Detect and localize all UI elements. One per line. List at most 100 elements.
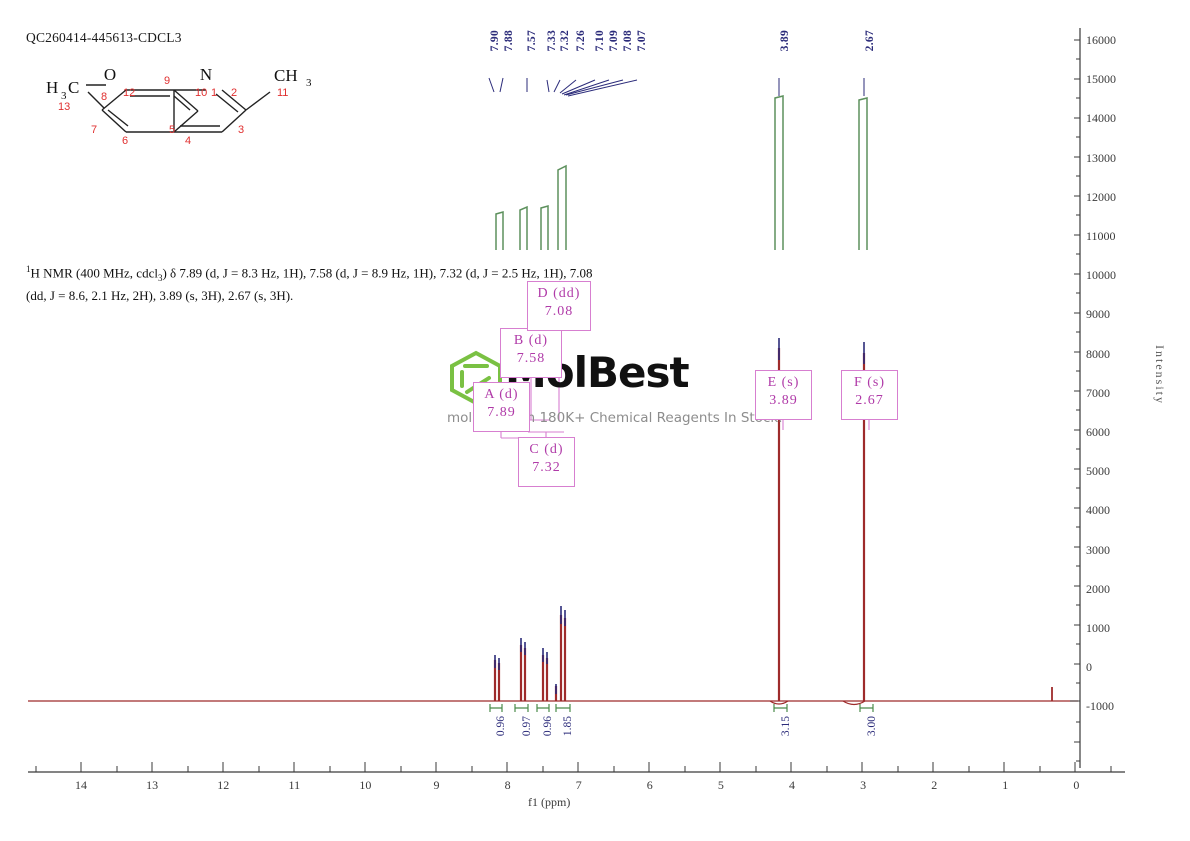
multiplet-label: A (d)	[484, 387, 519, 402]
integral-value-label: 0.96	[542, 716, 554, 737]
multiplet-label: F (s)	[853, 375, 886, 390]
y-axis-title: Intensity	[1153, 345, 1167, 405]
x-axis-tick-label: 3	[860, 778, 867, 792]
nmr-head: H NMR (400 MHz, cdcl	[30, 265, 158, 281]
x-axis-tick-label: 10	[359, 778, 372, 792]
structure-label-H3C: H	[46, 78, 58, 97]
multiplet-shift: 3.89	[769, 393, 798, 408]
svg-text:6: 6	[122, 135, 128, 147]
x-axis-ticks	[35, 762, 1112, 772]
y-axis-tick-label: 8000	[1086, 346, 1110, 361]
multiplet-box-c[interactable]: C (d) 7.32	[518, 437, 575, 487]
structure-atom-O: O	[104, 65, 116, 84]
svg-text:10: 10	[195, 87, 207, 99]
x-axis-tick-label: 2	[931, 778, 938, 792]
integral-value-label: 0.96	[495, 716, 507, 737]
y-axis-tick-label: 16000	[1086, 33, 1116, 47]
integral-value-label: 1.85	[562, 716, 574, 737]
multiplet-shift: 7.58	[516, 351, 546, 366]
multiplet-shift: 7.89	[487, 405, 516, 420]
svg-text:C: C	[68, 78, 79, 97]
peak-frequency-label: 7.26	[575, 30, 587, 52]
integral-curve-aromatic	[495, 164, 567, 250]
peak-frequency-label: 3.89	[779, 30, 791, 52]
x-axis-tick-label: 9	[433, 778, 440, 792]
x-axis-tick-label: 1	[1002, 778, 1009, 792]
svg-text:3: 3	[61, 90, 67, 102]
x-axis-tick-label: 5	[717, 778, 724, 792]
y-axis-tick-label: 9000	[1086, 307, 1110, 322]
structure-numbering: 9 10 1 2 11 12 8 13 7 6 5 4 3	[58, 75, 288, 147]
x-axis-title: f1 (ppm)	[528, 795, 571, 809]
x-axis-tick-label: 0	[1073, 778, 1080, 792]
x-axis-tick-label: 14	[75, 778, 87, 792]
multiplet-box-d[interactable]: D (dd) 7.08	[527, 281, 591, 331]
y-axis-tick-label: 15000	[1086, 72, 1116, 87]
x-axis-tick-label: 7	[575, 778, 582, 792]
multiplet-label: D (dd)	[537, 286, 581, 301]
svg-text:9: 9	[164, 75, 170, 87]
y-axis-tick-label: 3000	[1086, 542, 1110, 557]
multiplet-box-b[interactable]: B (d) 7.58	[500, 328, 562, 378]
integral-region-markers	[489, 704, 874, 712]
peak-frequency-label: 7.88	[503, 30, 515, 52]
nmr-assignment-text: 1H NMR (400 MHz, cdcl3) δ 7.89 (d, J = 8…	[26, 260, 606, 305]
sample-id-label: QC260414-445613-CDCL3	[26, 30, 182, 45]
multiplet-label: B (d)	[513, 333, 549, 348]
peak-frequency-label: 7.57	[526, 30, 538, 52]
y-axis-tick-label: 5000	[1086, 464, 1110, 479]
peak-frequency-label: 7.09	[608, 30, 620, 52]
y-axis-tick-label: 12000	[1086, 189, 1116, 204]
svg-text:12: 12	[123, 87, 135, 99]
integral-value-label: 3.00	[866, 716, 878, 737]
y-axis-tick-label: 14000	[1086, 111, 1116, 126]
multiplet-label: C (d)	[529, 442, 564, 457]
y-axis-tick-label: 13000	[1086, 150, 1116, 165]
peak-frequency-label: 7.90	[489, 30, 501, 52]
peak-frequency-label: 2.67	[864, 30, 876, 52]
x-axis-tick-label: 13	[146, 778, 159, 792]
x-axis-tick-label: 8	[504, 778, 511, 792]
y-axis-tick-label: 6000	[1086, 425, 1110, 439]
multiplet-connectors	[500, 331, 870, 439]
y-axis-tick-label: 4000	[1086, 503, 1110, 518]
peak-frequency-label: 7.10	[594, 30, 606, 52]
y-axis-tick-label: 10000	[1086, 268, 1116, 283]
y-axis-tick-label: 2000	[1086, 581, 1110, 596]
x-axis-tick-label: 4	[789, 778, 795, 792]
peak-pick-leaders	[488, 77, 865, 97]
multiplet-shift: 7.32	[532, 460, 561, 475]
y-axis-tick-label: 1000	[1086, 621, 1110, 635]
y-axis-ticks	[1070, 39, 1080, 762]
multiplet-box-e[interactable]: E (s) 3.89	[755, 370, 812, 420]
svg-text:11: 11	[277, 87, 288, 99]
structure-atom-N: N	[200, 65, 212, 84]
peak-frequency-label: 7.08	[622, 30, 634, 52]
peak-frequency-label: 7.32	[559, 30, 571, 52]
svg-text:1: 1	[211, 87, 217, 99]
svg-text:4: 4	[185, 135, 191, 147]
nmr-solvent-sub: 3	[157, 272, 163, 283]
multiplet-shift: 2.67	[855, 393, 884, 408]
svg-text:7: 7	[91, 124, 97, 136]
svg-text:13: 13	[58, 101, 70, 113]
x-axis-tick-label: 12	[217, 778, 230, 792]
x-axis-tick-label: 11	[288, 778, 301, 792]
integral-value-label: 0.97	[521, 716, 533, 737]
multiplet-box-a[interactable]: A (d) 7.89	[473, 382, 530, 432]
peak-frequency-label: 7.33	[546, 30, 558, 52]
svg-text:8: 8	[101, 91, 107, 103]
svg-text:2: 2	[231, 87, 237, 99]
chemical-structure-diagram: N CH 3 H 3 C O 9 10 1 2 11 12 8 13 7 6 5…	[30, 48, 340, 163]
integral-curve-methyl	[774, 95, 868, 250]
multiplet-label: E (s)	[767, 375, 800, 390]
nmr-body: ) δ 7.89 (d, J = 8.3 Hz, 1H), 7.58 (d, J…	[26, 265, 593, 303]
y-axis-tick-label: -1000	[1086, 699, 1114, 714]
multiplet-shift: 7.08	[544, 304, 574, 319]
y-axis-tick-label: 7000	[1086, 385, 1110, 400]
structure-label-CH3: CH	[274, 66, 298, 85]
multiplet-box-f[interactable]: F (s) 2.67	[841, 370, 898, 420]
svg-text:3: 3	[306, 77, 312, 89]
